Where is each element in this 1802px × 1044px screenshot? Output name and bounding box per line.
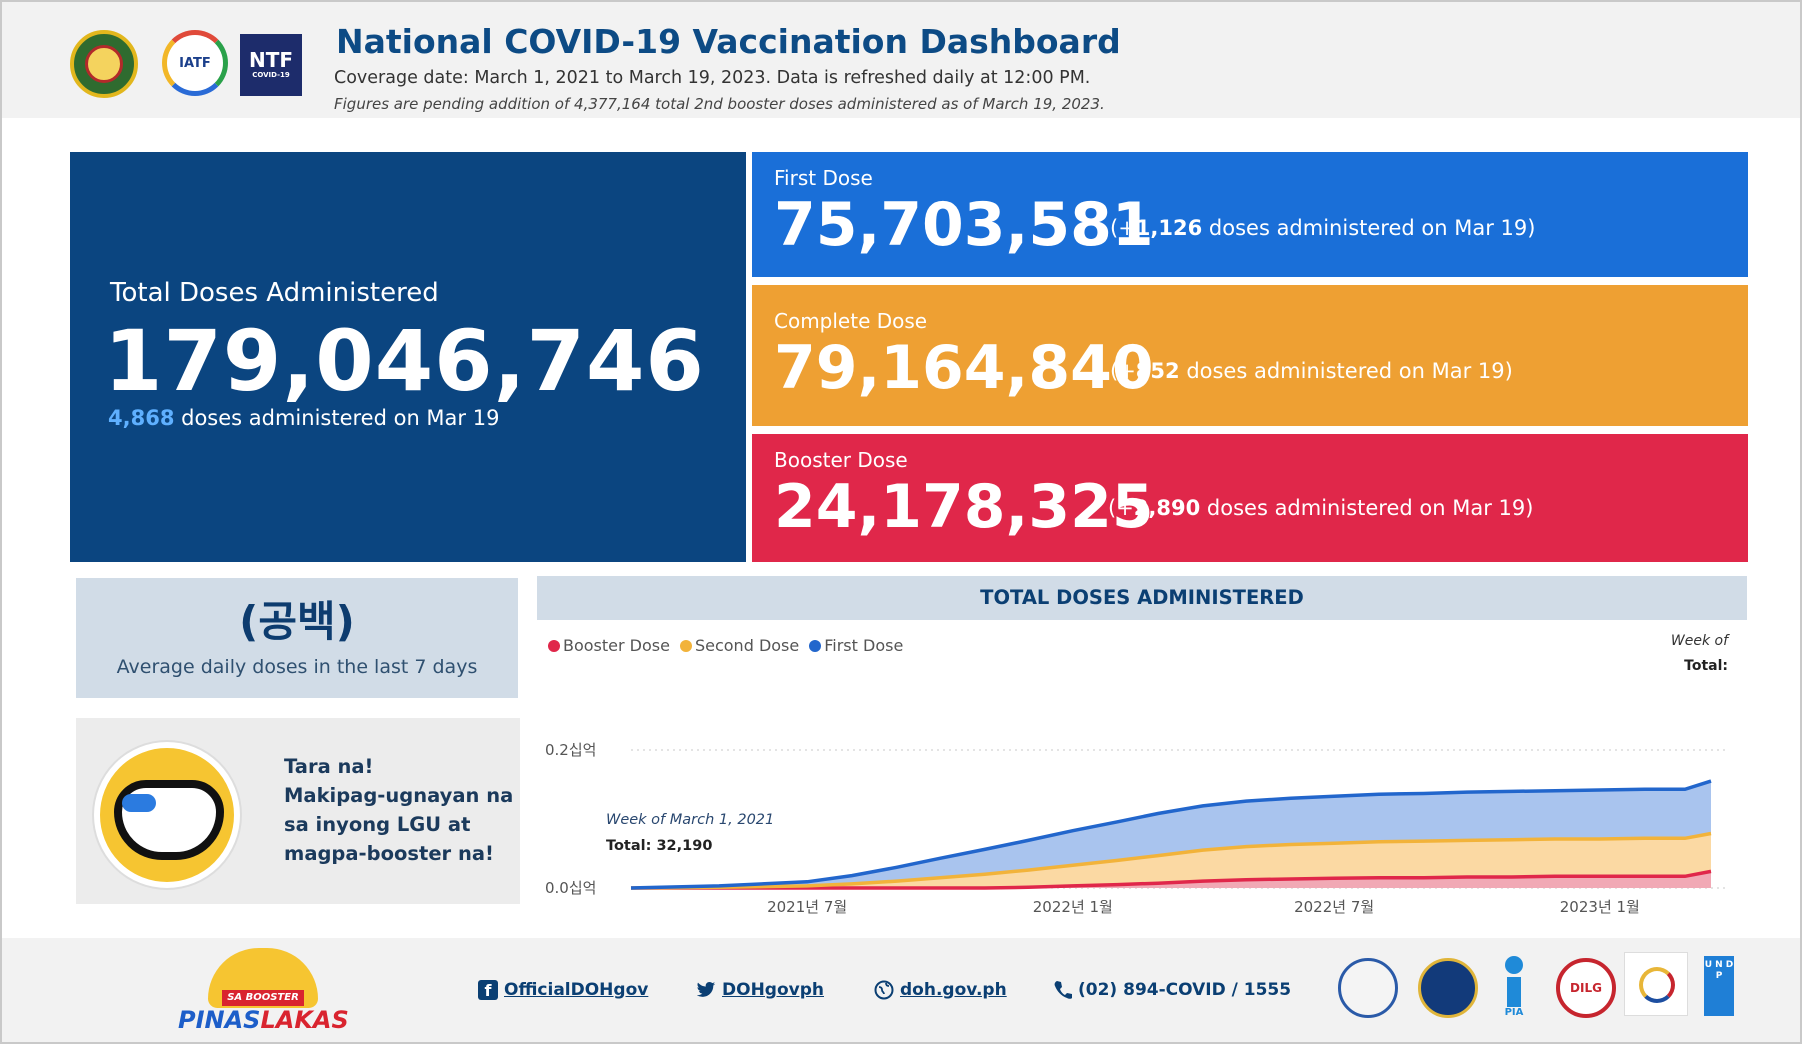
first-dose-card: First Dose 75,703,581 (+1,126 doses admi… (752, 152, 1748, 277)
total-doses-label: Total Doses Administered (110, 278, 439, 308)
pinaslakas-logo: SA BOOSTER PINASLAKAS (178, 948, 349, 1034)
total-doses-card: Total Doses Administered 179,046,746 4,8… (70, 152, 746, 562)
total-daily-value: 4,868 (108, 406, 175, 430)
twitter-link[interactable]: DOHgovph (696, 980, 824, 1000)
phone-icon (1054, 981, 1072, 999)
doh-seal-logo (70, 30, 138, 98)
legend-dot (809, 639, 822, 652)
average-daily-value: (공백) (239, 597, 355, 646)
ntf-logo: NTF COVID-19 (240, 34, 302, 96)
booster-promo-card: Tara na! Makipag-ugnayan na sa inyong LG… (76, 718, 520, 904)
booster-dose-card: Booster Dose 24,178,325 (+2,890 doses ad… (752, 434, 1748, 562)
series-area-first-dose (631, 781, 1711, 888)
complete-dose-value: 79,164,840 (774, 333, 1154, 403)
legend-item-second[interactable]: Second Dose (679, 636, 799, 655)
y-tick-label: 0.0십억 (545, 879, 596, 897)
x-tick-label: 2022년 7월 (1294, 898, 1374, 916)
facebook-icon: f (478, 980, 498, 1000)
average-daily-card: (공백) Average daily doses in the last 7 d… (76, 578, 518, 698)
chart-legend: Booster Dose Second Dose First Dose (548, 636, 903, 655)
coverage-text: Coverage date: March 1, 2021 to March 19… (334, 68, 1091, 88)
x-tick-label: 2021년 7월 (767, 898, 847, 916)
legend-item-first[interactable]: First Dose (809, 636, 903, 655)
series-line-second-dose (630, 831, 1712, 890)
booster-dose-daily: (+2,890 doses administered on Mar 19) (1108, 496, 1534, 520)
total-doses-value: 179,046,746 (104, 312, 705, 410)
dict-logo (1624, 952, 1688, 1016)
globe-icon (874, 980, 894, 1000)
dilg-logo: DILG (1556, 958, 1616, 1018)
hover-total-label: Total: (1684, 658, 1728, 674)
complete-dose-card: Complete Dose 79,164,840 (+852 doses adm… (752, 285, 1748, 426)
first-dose-label: First Dose (774, 166, 873, 190)
iatf-logo: IATF (162, 30, 228, 96)
pending-note: Figures are pending addition of 4,377,16… (334, 95, 1105, 113)
first-dose-daily: (+1,126 doses administered on Mar 19) (1110, 216, 1536, 240)
total-daily-text: 4,868 doses administered on Mar 19 (108, 406, 500, 430)
booster-dose-label: Booster Dose (774, 448, 908, 472)
promo-text: Tara na! Makipag-ugnayan na sa inyong LG… (284, 755, 514, 865)
complete-dose-daily: (+852 doses administered on Mar 19) (1110, 359, 1513, 383)
undp-logo: U N D P (1704, 956, 1734, 1016)
x-tick-label: 2023년 1월 (1560, 898, 1640, 916)
series-line-booster-dose (631, 869, 1712, 890)
flexed-arm-icon (94, 742, 240, 888)
tooltip-total: Total: 32,190 (606, 838, 713, 854)
website-link[interactable]: doh.gov.ph (874, 980, 1007, 1000)
pia-logo: PIA (1500, 956, 1528, 1020)
legend-dot (548, 639, 560, 652)
pcoo-seal-logo (1338, 958, 1398, 1018)
average-daily-label: Average daily doses in the last 7 days (116, 656, 478, 678)
x-tick-label: 2022년 1월 (1033, 898, 1113, 916)
footer: SA BOOSTER PINASLAKAS f OfficialDOHgov D… (2, 938, 1800, 1042)
facebook-link[interactable]: f OfficialDOHgov (478, 980, 648, 1000)
series-line-first-dose (630, 779, 1712, 890)
doses-area-chart[interactable]: 0.0십억 0.2십억 2021년 7월 2022년 1월 2022년 7월 2023년 … (537, 700, 1747, 920)
y-tick-label: 0.2십억 (545, 741, 596, 759)
series-area-second-dose (631, 833, 1711, 888)
presidential-seal-logo (1418, 958, 1478, 1018)
complete-dose-label: Complete Dose (774, 309, 928, 333)
hover-week-label: Week of (1670, 633, 1728, 649)
first-dose-value: 75,703,581 (774, 190, 1154, 260)
page-title: National COVID-19 Vaccination Dashboard (336, 22, 1121, 61)
tooltip-week: Week of March 1, 2021 (606, 812, 775, 828)
header: IATF NTF COVID-19 National COVID-19 Vacc… (2, 2, 1800, 118)
chart-title: TOTAL DOSES ADMINISTERED (537, 576, 1747, 620)
booster-dose-value: 24,178,325 (774, 472, 1154, 542)
legend-dot (679, 639, 692, 652)
legend-item-booster[interactable]: Booster Dose (548, 636, 670, 655)
series-area-booster-dose (631, 871, 1711, 888)
twitter-icon (696, 982, 716, 997)
phone-link[interactable]: (02) 894-COVID / 1555 (1054, 980, 1291, 1000)
